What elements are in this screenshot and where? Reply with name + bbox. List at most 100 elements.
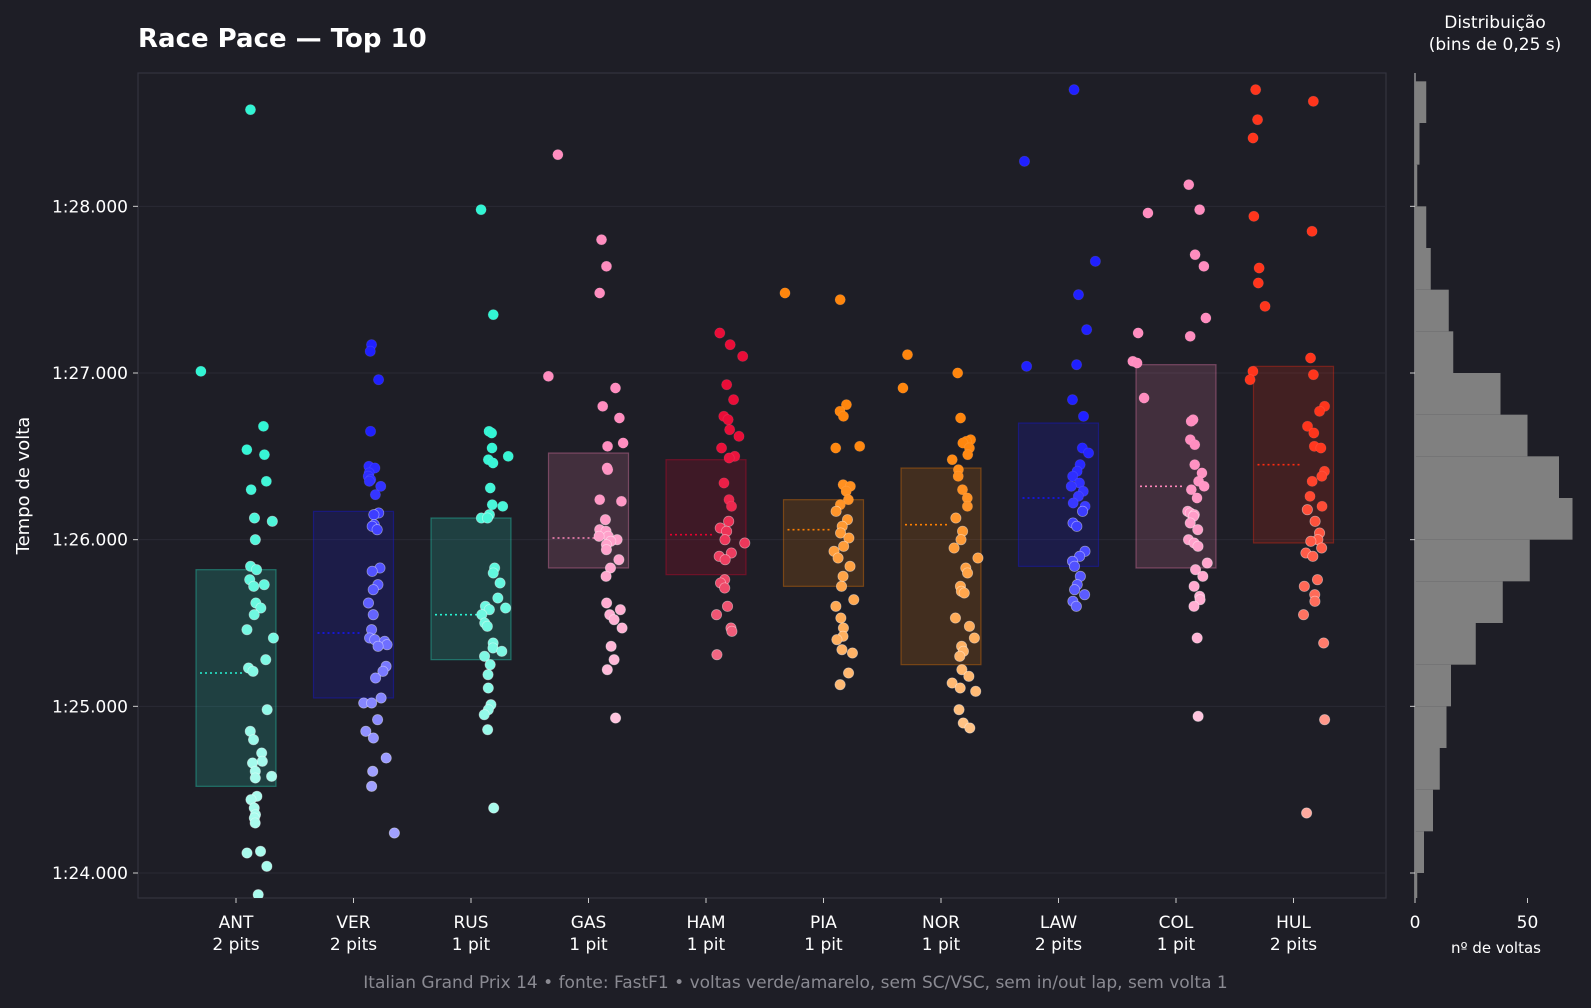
lap-point bbox=[963, 670, 975, 682]
lap-point bbox=[261, 704, 273, 716]
lap-point bbox=[968, 632, 980, 644]
iqr-box-gas bbox=[547, 452, 630, 569]
iqr-box-pia bbox=[782, 499, 865, 587]
lap-point bbox=[963, 620, 975, 632]
lap-point bbox=[482, 682, 494, 694]
x-tick-sublabel: 1 pit bbox=[1157, 935, 1196, 955]
x-tick-sublabel: 2 pits bbox=[1270, 935, 1317, 955]
lap-point bbox=[241, 624, 253, 636]
lap-point bbox=[1142, 207, 1154, 219]
lap-point bbox=[835, 612, 847, 624]
x-tick-sublabel: 2 pits bbox=[1035, 935, 1082, 955]
lap-point bbox=[1068, 84, 1080, 96]
lap-point bbox=[714, 327, 726, 339]
lap-point bbox=[594, 494, 606, 506]
lap-point bbox=[595, 234, 608, 246]
lap-point bbox=[367, 584, 379, 596]
histogram-bar bbox=[1415, 206, 1427, 248]
lap-point bbox=[482, 724, 494, 736]
lap-point bbox=[475, 204, 487, 216]
lap-point bbox=[1191, 632, 1203, 644]
x-tick-sublabel: 1 pit bbox=[569, 935, 608, 955]
lap-point bbox=[1189, 249, 1201, 261]
lap-point bbox=[723, 515, 735, 527]
lap-point bbox=[1081, 324, 1093, 336]
histogram-bar bbox=[1415, 831, 1424, 873]
lap-point bbox=[610, 712, 622, 724]
lap-point bbox=[372, 714, 384, 726]
lap-point bbox=[478, 709, 490, 721]
lap-point bbox=[1188, 580, 1200, 592]
lap-point bbox=[1316, 470, 1328, 482]
x-tick-sublabel: 2 pits bbox=[330, 935, 377, 955]
lap-point bbox=[1252, 114, 1264, 126]
lap-point bbox=[1191, 492, 1203, 504]
lap-point bbox=[1071, 359, 1083, 371]
lap-point bbox=[255, 602, 267, 614]
lap-point bbox=[843, 667, 855, 679]
lap-point bbox=[502, 450, 514, 462]
lap-point bbox=[948, 542, 960, 554]
lap-point bbox=[1192, 710, 1204, 722]
lap-point bbox=[949, 612, 961, 624]
lap-point bbox=[721, 379, 733, 391]
lap-point bbox=[370, 672, 382, 684]
lap-point bbox=[1313, 405, 1326, 417]
lap-point bbox=[830, 505, 842, 517]
lap-point bbox=[1201, 557, 1213, 569]
lap-point bbox=[371, 524, 383, 536]
plot-area bbox=[137, 72, 1387, 899]
lap-point bbox=[249, 817, 261, 829]
lap-point bbox=[836, 644, 848, 656]
lap-point bbox=[1306, 225, 1318, 237]
lap-point bbox=[375, 480, 387, 492]
lap-point bbox=[1311, 574, 1324, 586]
lap-point bbox=[1194, 204, 1206, 216]
lap-point bbox=[600, 260, 613, 272]
iqr-box-hul bbox=[1252, 365, 1335, 544]
lap-point bbox=[1308, 427, 1320, 439]
strip-layer bbox=[195, 84, 1335, 898]
lap-point bbox=[1253, 262, 1265, 274]
histogram-title: Distribuição (bins de 0,25 s) bbox=[1428, 13, 1562, 55]
lap-point bbox=[483, 604, 495, 616]
lap-point bbox=[602, 464, 614, 476]
histogram-bar bbox=[1415, 498, 1573, 540]
iqr-box-ver bbox=[312, 510, 395, 699]
lap-point bbox=[364, 425, 377, 437]
lap-point bbox=[486, 499, 498, 511]
lap-point bbox=[267, 632, 279, 644]
lap-point bbox=[1131, 357, 1143, 369]
lap-point bbox=[953, 704, 965, 716]
lap-point bbox=[260, 654, 272, 666]
lap-point bbox=[1304, 490, 1316, 502]
lap-point bbox=[250, 564, 263, 576]
lap-point bbox=[1307, 550, 1319, 562]
lap-point bbox=[1071, 520, 1083, 532]
lap-point bbox=[381, 639, 393, 651]
histogram-bar bbox=[1415, 414, 1528, 457]
x-tick-label: ANT bbox=[219, 913, 254, 933]
lap-point bbox=[542, 370, 554, 382]
lap-point bbox=[840, 399, 852, 411]
lap-point bbox=[248, 580, 260, 592]
lap-point bbox=[1184, 517, 1196, 529]
lap-point bbox=[369, 489, 381, 501]
lap-point bbox=[484, 659, 496, 671]
lap-point bbox=[725, 547, 737, 559]
lap-point bbox=[728, 394, 740, 406]
lap-point bbox=[1307, 95, 1319, 107]
lap-point bbox=[954, 682, 966, 694]
lap-point bbox=[1189, 459, 1201, 471]
lap-point bbox=[367, 609, 379, 621]
lap-point bbox=[719, 582, 731, 594]
lap-point bbox=[1259, 300, 1271, 312]
histogram-bar bbox=[1415, 456, 1559, 498]
lap-point bbox=[1189, 439, 1201, 451]
lap-point bbox=[1132, 327, 1144, 339]
lap-point bbox=[249, 534, 261, 546]
lap-point bbox=[1068, 560, 1081, 572]
lap-point bbox=[1307, 369, 1319, 381]
lap-point bbox=[723, 452, 735, 464]
